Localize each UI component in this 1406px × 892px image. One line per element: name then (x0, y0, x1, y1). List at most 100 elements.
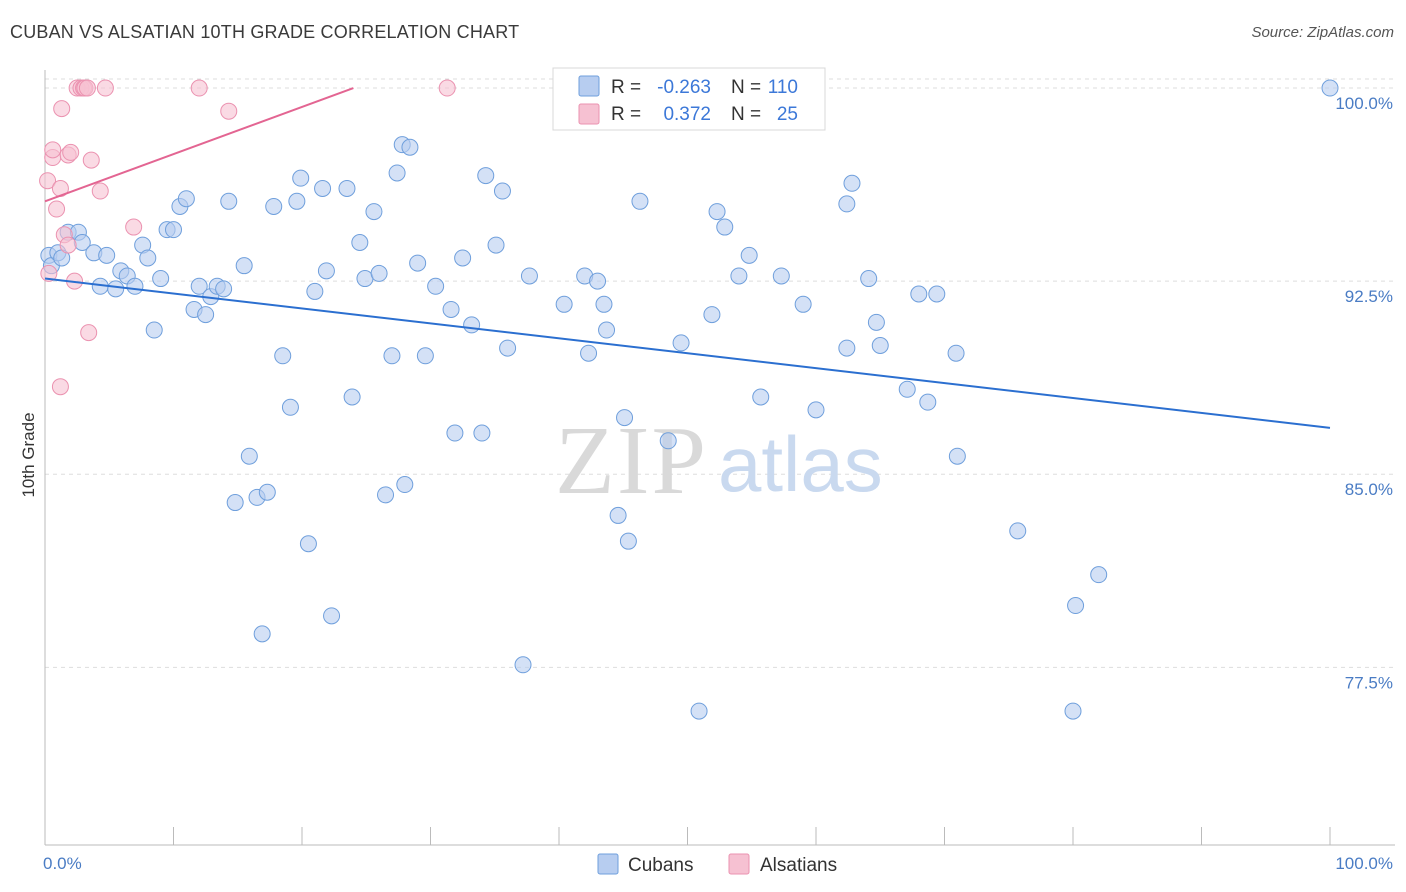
alsatians-point (96, 79, 114, 97)
cubans-point (730, 267, 748, 285)
cubans-point (609, 506, 627, 524)
cubans-point (616, 409, 634, 427)
cubans-trend-line (44, 277, 1331, 429)
cubans-point (190, 277, 208, 295)
cubans-legend-label: Cubans (628, 855, 694, 876)
cubans-point (235, 257, 253, 275)
cubans-point (314, 179, 332, 197)
cubans-point (152, 270, 170, 288)
cubans-point (867, 313, 885, 331)
alsatians-trend-line (44, 87, 354, 203)
x-tick-label-max: 100.0% (1335, 854, 1393, 873)
cubans-point (107, 280, 125, 298)
cubans-point (396, 476, 414, 494)
cubans-point (843, 174, 861, 192)
cubans-point (477, 167, 495, 185)
y-tick-label: 85.0% (1345, 480, 1393, 499)
cubans-point (454, 249, 472, 267)
alsatians-n-value: 25 (777, 104, 798, 125)
cubans-point (631, 192, 649, 210)
cubans-point (520, 267, 538, 285)
alsatians-point (438, 79, 456, 97)
cubans-point (659, 432, 677, 450)
cubans-point (752, 388, 770, 406)
source-credit: Source: ZipAtlas.com (1251, 24, 1394, 41)
cubans-point (288, 192, 306, 210)
alsatians-point (220, 102, 238, 120)
cubans-point (306, 282, 324, 300)
cubans-point (794, 295, 812, 313)
cubans-point (323, 607, 341, 625)
cubans-point (377, 486, 395, 504)
y-tick-label: 92.5% (1345, 287, 1393, 306)
alsatians-point (80, 324, 98, 342)
alsatians-point (44, 141, 62, 159)
y-tick-label: 100.0% (1335, 94, 1393, 113)
watermark-atlas: atlas (718, 420, 883, 508)
cubans-point (948, 447, 966, 465)
cubans-point (292, 169, 310, 187)
cubans-n-label: N = (731, 77, 761, 98)
alsatians-point (39, 172, 57, 190)
cubans-point (1321, 79, 1339, 97)
alsatians-swatch (728, 853, 750, 875)
cubans-point (708, 203, 726, 221)
alsatians-point (82, 151, 100, 169)
alsatians-point (40, 264, 58, 282)
cubans-point (860, 270, 878, 288)
cubans-point (383, 347, 401, 365)
grid-lines (45, 78, 1395, 668)
cubans-point (338, 179, 356, 197)
cubans-point (446, 424, 464, 442)
chart-title: CUBAN VS ALSATIAN 10TH GRADE CORRELATION… (10, 22, 520, 42)
cubans-point (343, 388, 361, 406)
alsatians-point (53, 100, 71, 118)
cubans-point (598, 321, 616, 339)
cubans-point (499, 339, 517, 357)
cubans-point (898, 380, 916, 398)
cubans-point (672, 334, 690, 352)
cubans-point (215, 280, 233, 298)
cubans-point (838, 195, 856, 213)
alsatians-r-label: R = (611, 104, 641, 125)
cubans-point (253, 625, 271, 643)
cubans-point (258, 483, 276, 501)
cubans-point (716, 218, 734, 236)
cubans-point (416, 347, 434, 365)
cubans-point (740, 246, 758, 264)
alsatians-n-label: N = (731, 104, 761, 125)
cubans-point (220, 192, 238, 210)
cubans-point (365, 203, 383, 221)
axes (44, 70, 1395, 846)
cubans-point (703, 306, 721, 324)
cubans-point (1067, 597, 1085, 615)
cubans-swatch (597, 853, 619, 875)
cubans-point (370, 264, 388, 282)
x-tick-labels: 0.0% 100.0% (43, 854, 1393, 873)
alsatians-point (78, 79, 96, 97)
cubans-point (442, 300, 460, 318)
cubans-r-label: R = (611, 77, 641, 98)
cubans-point (265, 197, 283, 215)
cubans-point (871, 336, 889, 354)
cubans-point (1064, 702, 1082, 720)
x-tick-label-min: 0.0% (43, 854, 82, 873)
cubans-point (463, 316, 481, 334)
alsatians-point (62, 143, 80, 161)
cubans-point (427, 277, 445, 295)
cubans-point (409, 254, 427, 272)
cubans-point (145, 321, 163, 339)
cubans-point (807, 401, 825, 419)
cubans-point (690, 702, 708, 720)
cubans-point (1009, 522, 1027, 540)
alsatians-point (48, 200, 66, 218)
series-legend: Cubans Alsatians (597, 853, 837, 876)
cubans-point (197, 306, 215, 324)
cubans-point (589, 272, 607, 290)
watermark: ZIP atlas (555, 407, 883, 515)
alsatians-r-value: 0.372 (663, 104, 711, 125)
cubans-point (98, 246, 116, 264)
y-tick-label: 77.5% (1345, 673, 1393, 692)
alsatians-point (59, 236, 77, 254)
